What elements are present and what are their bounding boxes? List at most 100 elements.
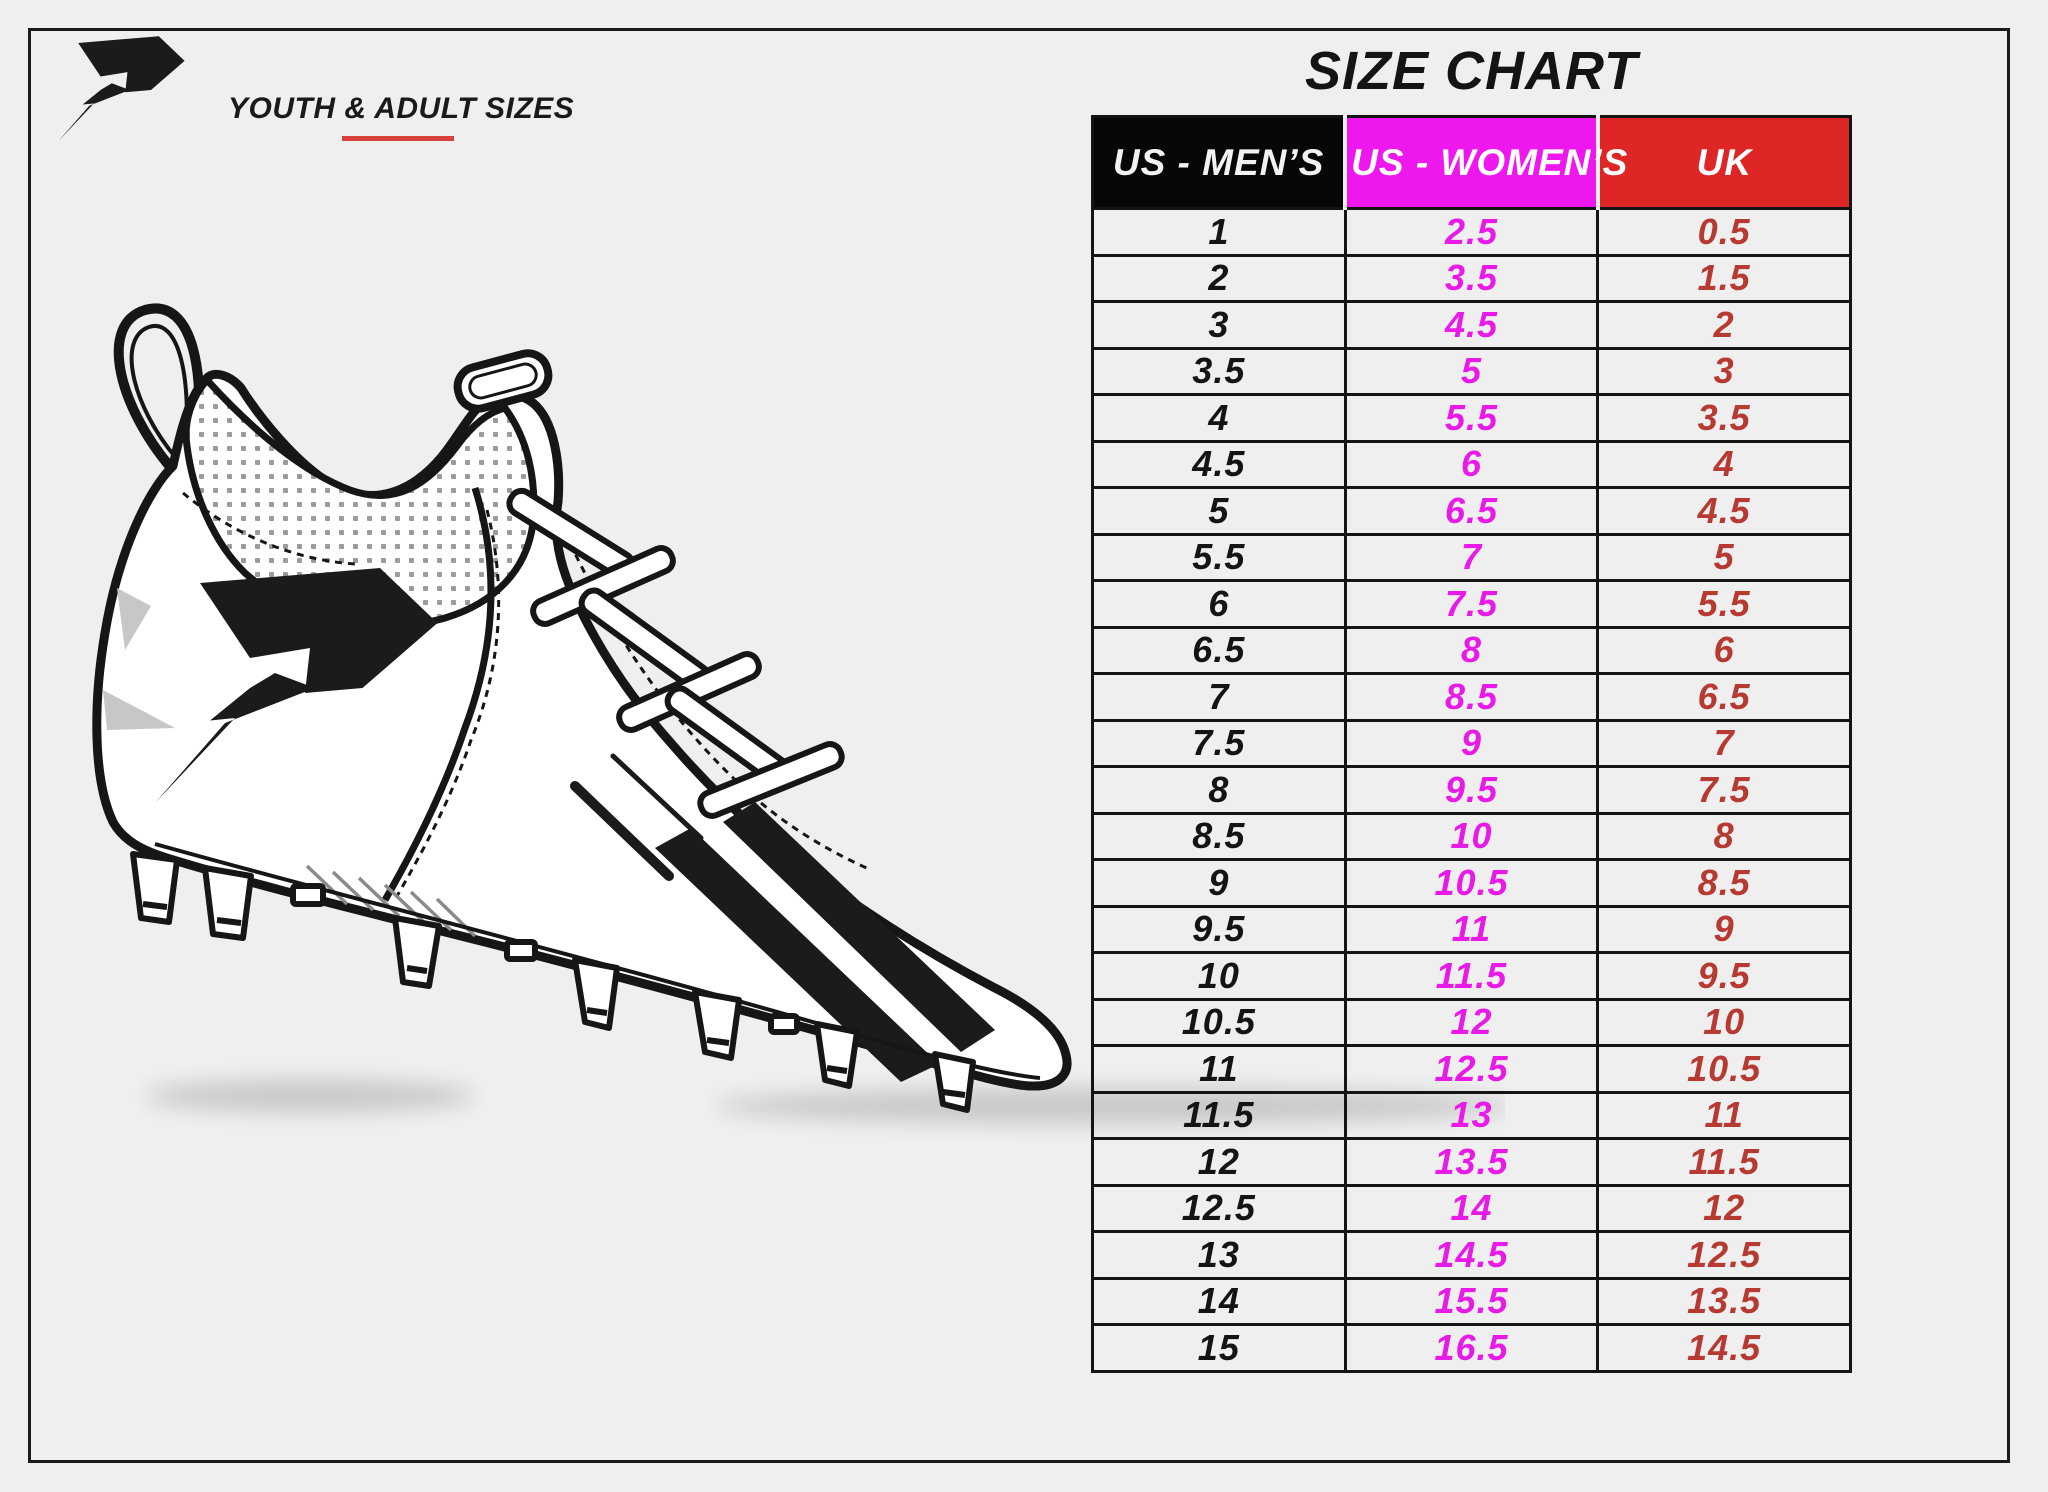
- us-womens-cell: 5: [1343, 346, 1600, 396]
- size-row: 4 5.5 3.5: [1091, 393, 1852, 443]
- brand-p-logo-icon: [58, 36, 185, 142]
- us-mens-cell: 7: [1091, 672, 1347, 722]
- us-womens-cell: 5.5: [1343, 393, 1600, 443]
- us-mens-cell: 2: [1091, 253, 1347, 303]
- uk-cell: 7: [1596, 718, 1852, 768]
- football-cleat-illustration: [92, 303, 1505, 1124]
- us-mens-cell: 10.5: [1091, 997, 1347, 1047]
- size-row: 3.5 5 3: [1091, 346, 1852, 396]
- uk-cell: 11: [1596, 1090, 1852, 1140]
- column-header-us-womens: US - WOMEN’S: [1343, 115, 1627, 210]
- us-mens-cell: 6: [1091, 579, 1347, 629]
- size-row: 1 2.5 0.5: [1091, 207, 1852, 257]
- uk-cell: 10.5: [1596, 1044, 1852, 1094]
- size-row: 5.5 7 5: [1091, 532, 1852, 582]
- us-mens-cell: 13: [1091, 1230, 1347, 1280]
- us-mens-cell: 4: [1091, 393, 1347, 443]
- us-womens-cell: 7: [1343, 532, 1600, 582]
- uk-cell: 5: [1596, 532, 1852, 582]
- us-mens-cell: 6.5: [1091, 625, 1347, 675]
- us-mens-cell: 10: [1091, 951, 1347, 1001]
- shoe-body: [92, 349, 1072, 1113]
- us-mens-cell: 8: [1091, 765, 1347, 815]
- size-row: 15 16.5 14.5: [1091, 1323, 1852, 1373]
- uk-cell: 10: [1596, 997, 1852, 1047]
- size-row: 12.5 14 12: [1091, 1183, 1852, 1233]
- uk-cell: 3.5: [1596, 393, 1852, 443]
- speed-stripes: [570, 753, 995, 1082]
- us-womens-cell: 16.5: [1343, 1323, 1600, 1373]
- tongue-tab-loop: [453, 349, 553, 413]
- us-womens-cell: 6.5: [1343, 486, 1600, 536]
- size-row: 9.5 11 9: [1091, 904, 1852, 954]
- us-womens-cell: 13.5: [1343, 1137, 1600, 1187]
- size-row: 6.5 8 6: [1091, 625, 1852, 675]
- us-womens-cell: 9: [1343, 718, 1600, 768]
- us-womens-cell: 13: [1343, 1090, 1600, 1140]
- heel-accents: [103, 588, 175, 730]
- size-row: 12 13.5 11.5: [1091, 1137, 1852, 1187]
- size-row: 14 15.5 13.5: [1091, 1276, 1852, 1326]
- table-header-row: US - MEN’S US - WOMEN’S UK: [1091, 115, 1852, 210]
- uk-cell: 8: [1596, 811, 1852, 861]
- us-womens-cell: 6: [1343, 439, 1600, 489]
- size-row: 6 7.5 5.5: [1091, 579, 1852, 629]
- uk-cell: 14.5: [1596, 1323, 1852, 1373]
- uk-cell: 9: [1596, 904, 1852, 954]
- us-womens-cell: 11: [1343, 904, 1600, 954]
- uk-cell: 4.5: [1596, 486, 1852, 536]
- us-mens-cell: 1: [1091, 207, 1347, 257]
- uk-cell: 7.5: [1596, 765, 1852, 815]
- size-conversion-table: US - MEN’S US - WOMEN’S UK 1 2.5 0.5 2 3.5 1.…: [1091, 115, 1852, 1373]
- collar-mesh: [182, 374, 538, 630]
- uk-cell: 12.5: [1596, 1230, 1852, 1280]
- size-row: 13 14.5 12.5: [1091, 1230, 1852, 1280]
- size-row: 10 11.5 9.5: [1091, 951, 1852, 1001]
- table-body: 1 2.5 0.5 2 3.5 1.5 3 4.5 2 3.5 5 3 4 5.5 3.5 4.5 6 4 5 6.5…: [1091, 207, 1852, 1373]
- cleat-studs: [130, 851, 976, 1113]
- size-row: 11.5 13 11: [1091, 1090, 1852, 1140]
- us-womens-cell: 9.5: [1343, 765, 1600, 815]
- size-row: 11 12.5 10.5: [1091, 1044, 1852, 1094]
- size-row: 7 8.5 6.5: [1091, 672, 1852, 722]
- us-mens-cell: 12.5: [1091, 1183, 1347, 1233]
- column-header-uk: UK: [1595, 115, 1852, 210]
- size-row: 7.5 9 7: [1091, 718, 1852, 768]
- uk-cell: 8.5: [1596, 858, 1852, 908]
- size-row: 2 3.5 1.5: [1091, 253, 1852, 303]
- size-row: 10.5 12 10: [1091, 997, 1852, 1047]
- uk-cell: 1.5: [1596, 253, 1852, 303]
- us-mens-cell: 11: [1091, 1044, 1347, 1094]
- us-womens-cell: 11.5: [1343, 951, 1600, 1001]
- uk-cell: 2: [1596, 300, 1852, 350]
- size-row: 8 9.5 7.5: [1091, 765, 1852, 815]
- column-header-us-mens: US - MEN’S: [1091, 115, 1347, 210]
- us-womens-cell: 3.5: [1343, 253, 1600, 303]
- us-womens-cell: 4.5: [1343, 300, 1600, 350]
- us-womens-cell: 15.5: [1343, 1276, 1600, 1326]
- us-womens-cell: 8.5: [1343, 672, 1600, 722]
- us-mens-cell: 15: [1091, 1323, 1347, 1373]
- us-mens-cell: 3: [1091, 300, 1347, 350]
- uk-cell: 12: [1596, 1183, 1852, 1233]
- size-row: 9 10.5 8.5: [1091, 858, 1852, 908]
- uk-cell: 6.5: [1596, 672, 1852, 722]
- us-womens-cell: 10: [1343, 811, 1600, 861]
- us-mens-cell: 9: [1091, 858, 1347, 908]
- us-womens-cell: 14.5: [1343, 1230, 1600, 1280]
- subtitle-underline: [342, 136, 454, 141]
- us-mens-cell: 7.5: [1091, 718, 1347, 768]
- us-womens-cell: 14: [1343, 1183, 1600, 1233]
- uk-cell: 6: [1596, 625, 1852, 675]
- us-womens-cell: 12: [1343, 997, 1600, 1047]
- us-mens-cell: 11.5: [1091, 1090, 1347, 1140]
- us-mens-cell: 5: [1091, 486, 1347, 536]
- uk-cell: 11.5: [1596, 1137, 1852, 1187]
- us-mens-cell: 14: [1091, 1276, 1347, 1326]
- page-border-frame: [28, 28, 2010, 1463]
- size-row: 4.5 6 4: [1091, 439, 1852, 489]
- uk-cell: 9.5: [1596, 951, 1852, 1001]
- us-womens-cell: 10.5: [1343, 858, 1600, 908]
- size-chart-title: SIZE CHART: [1304, 41, 1639, 101]
